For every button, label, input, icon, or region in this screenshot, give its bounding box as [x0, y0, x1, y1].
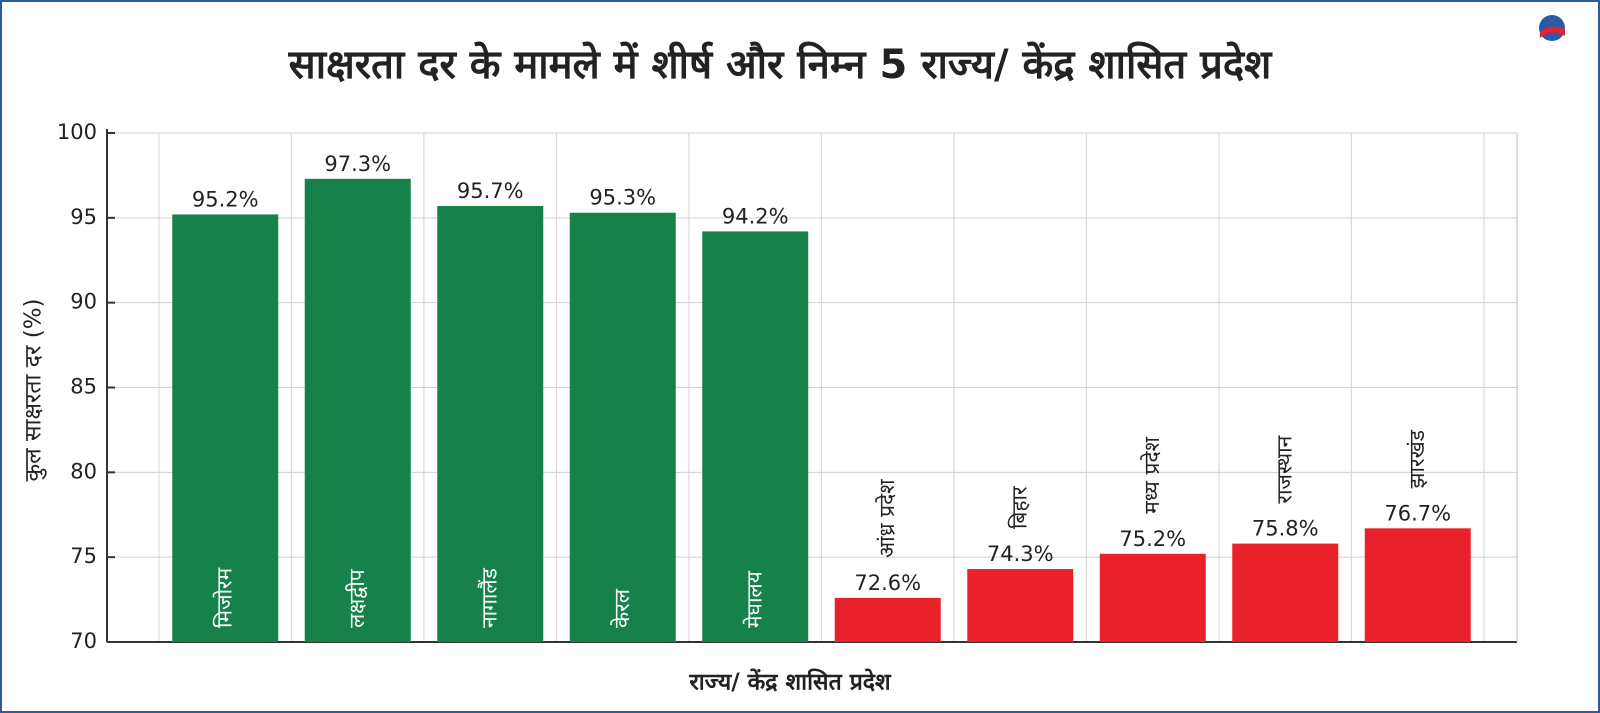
bar	[1364, 528, 1471, 642]
x-tick-label: राजस्थान	[1272, 435, 1296, 503]
bar	[1099, 553, 1206, 642]
y-tick-label: 75	[70, 544, 97, 568]
x-tick-label: मेघालय	[742, 570, 766, 628]
y-tick-label: 90	[70, 290, 97, 314]
bar	[304, 178, 411, 642]
x-tick-label: केरल	[610, 588, 634, 628]
x-tick-label: नागालैंड	[477, 567, 501, 628]
y-tick-label: 85	[70, 375, 97, 399]
x-tick-label: लक्षद्वीप	[345, 568, 369, 628]
value-label: 95.2%	[192, 187, 259, 211]
y-tick-label: 80	[70, 459, 97, 483]
x-tick-label: झारखंड	[1405, 429, 1429, 488]
y-tick-label: 95	[70, 205, 97, 229]
y-tick-label: 100	[57, 120, 97, 144]
value-label: 72.6%	[854, 571, 921, 595]
value-label: 97.3%	[324, 152, 391, 176]
value-label: 75.8%	[1252, 517, 1319, 541]
value-label: 95.3%	[589, 186, 656, 210]
value-label: 76.7%	[1384, 501, 1451, 525]
x-tick-label: आंध्र प्रदेश	[875, 479, 899, 558]
bar	[1232, 543, 1339, 642]
bar	[172, 214, 279, 642]
chart-title: साक्षरता दर के मामले में शीर्ष और निम्न …	[288, 41, 1273, 88]
y-axis-label: कुल साक्षरता दर (%)	[21, 298, 48, 481]
y-tick-label: 70	[70, 629, 97, 653]
bar	[702, 231, 809, 642]
bar	[967, 569, 1074, 642]
bar	[569, 212, 676, 642]
x-tick-label: मिजोरम	[212, 567, 236, 628]
x-axis-label: राज्य/ केंद्र शासित प्रदेश	[688, 668, 892, 696]
logo-swoosh	[1540, 26, 1565, 38]
value-label: 75.2%	[1119, 527, 1186, 551]
value-label: 95.7%	[457, 179, 524, 203]
value-label: 94.2%	[722, 204, 789, 228]
bar	[834, 597, 941, 642]
x-tick-label: बिहार	[1007, 486, 1031, 529]
x-tick-label: मध्य प्रदेश	[1140, 436, 1164, 513]
bar	[437, 205, 544, 642]
value-label: 74.3%	[987, 542, 1054, 566]
